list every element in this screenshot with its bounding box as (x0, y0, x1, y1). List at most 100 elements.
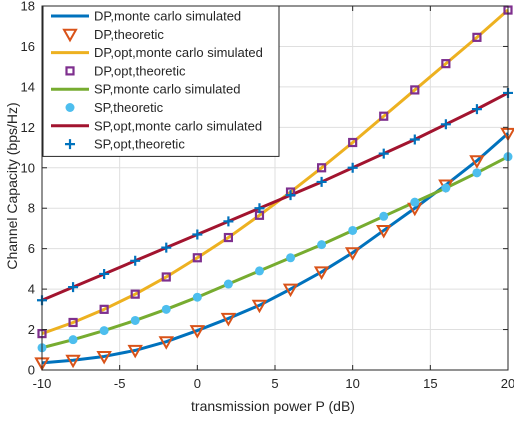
y-tick-label: 4 (28, 282, 35, 297)
y-tick-label: 18 (21, 0, 35, 14)
data-point-marker (223, 279, 233, 289)
data-point-marker (192, 292, 202, 302)
data-point-marker (158, 336, 174, 350)
legend-label: SP,theoretic (94, 100, 164, 115)
y-axis-label: Channel Capacity (bps/Hz) (4, 102, 20, 269)
x-tick-label: 15 (423, 376, 437, 391)
legend-label: DP,theoretic (94, 27, 164, 42)
data-point-marker (286, 253, 296, 263)
data-point-marker (99, 268, 110, 279)
x-tick-label: 20 (501, 376, 514, 391)
legend-entry: DP,opt,monte carlo simulated (51, 45, 263, 60)
x-tick-label: 10 (345, 376, 359, 391)
data-point-marker (161, 242, 172, 253)
series-line (41, 8, 509, 336)
data-point-marker (68, 335, 78, 345)
data-point-marker (378, 148, 389, 159)
data-point-marker (441, 183, 451, 193)
legend-box (42, 5, 280, 157)
data-point-marker (65, 139, 75, 150)
data-point-marker (313, 266, 330, 280)
data-point-marker (376, 224, 392, 239)
y-tick-label: 12 (21, 120, 35, 135)
legend-label: DP,monte carlo simulated (94, 9, 241, 24)
legend-label: SP,opt,theoretic (94, 137, 185, 152)
y-tick-label: 2 (28, 322, 35, 337)
legend-label: SP,opt,monte carlo simulated (94, 118, 262, 133)
data-point-marker (348, 225, 358, 235)
data-point-marker (161, 304, 171, 314)
y-tick-label: 8 (28, 201, 35, 216)
data-point-marker (220, 312, 237, 327)
data-point-marker (441, 59, 451, 69)
data-point-marker (65, 103, 75, 112)
data-point-marker (127, 344, 143, 359)
data-point-marker (440, 119, 451, 130)
series-line-group (41, 91, 509, 302)
data-point-marker (409, 134, 420, 145)
data-point-marker (223, 216, 234, 227)
data-point-marker (469, 155, 485, 169)
data-point-marker (99, 304, 109, 314)
legend-entry: DP,opt,theoretic (65, 63, 186, 78)
data-point-marker (65, 354, 81, 369)
legend-entry: DP,theoretic (62, 27, 164, 43)
data-point-marker (285, 190, 296, 201)
data-point-marker (347, 162, 358, 173)
data-point-marker (130, 315, 140, 325)
data-point-marker (472, 32, 482, 42)
series-line (41, 155, 509, 350)
x-axis-label: transmission power P (dB) (191, 398, 355, 414)
data-point-marker (254, 203, 265, 214)
x-tick-label: -10 (33, 376, 52, 391)
data-point-marker (471, 104, 482, 115)
legend-label: DP,opt,theoretic (94, 63, 186, 78)
y-tick-label: 6 (28, 241, 35, 256)
data-point-marker (65, 66, 75, 76)
data-point-marker (254, 266, 264, 276)
legend-entry: SP,opt,monte carlo simulated (51, 118, 262, 133)
legend-entry: SP,opt,theoretic (65, 137, 185, 152)
y-tick-label: 10 (21, 160, 35, 175)
data-point-marker (192, 229, 203, 240)
x-tick-label: 5 (271, 376, 278, 391)
legend-label: DP,opt,monte carlo simulated (94, 45, 263, 60)
data-point-marker (99, 326, 109, 336)
data-point-marker (410, 85, 420, 95)
data-point-marker (344, 247, 361, 261)
data-point-marker (192, 253, 202, 263)
data-point-marker (348, 137, 358, 148)
x-tick-label: 0 (194, 376, 201, 391)
data-point-marker (96, 350, 112, 365)
legend: DP,monte carlo simulated DP,theoretic DP,o… (42, 5, 280, 157)
axes-layer: -10 -5 0 5 10 15 20 0 2 4 6 8 10 12 14 16 18 (21, 0, 514, 391)
data-point-marker (410, 197, 420, 207)
data-point-marker (251, 299, 268, 314)
data-point-marker (282, 283, 299, 298)
data-point-marker (317, 163, 327, 173)
data-point-marker (379, 111, 389, 121)
data-point-marker (223, 232, 233, 243)
y-tick-label: 16 (21, 39, 35, 54)
series-marker-group (37, 152, 513, 353)
series-line-group (41, 8, 509, 336)
legend-entry: SP,theoretic (65, 100, 164, 115)
data-point-marker (130, 289, 140, 299)
data-point-marker (472, 168, 482, 178)
legend-entry: SP,monte carlo simulated (51, 82, 240, 97)
series-line (41, 91, 509, 302)
data-point-marker (316, 176, 327, 187)
legend-label: SP,monte carlo simulated (94, 82, 240, 97)
legend-entry: DP,monte carlo simulated (51, 9, 241, 24)
data-point-marker (62, 28, 78, 43)
data-point-marker (317, 240, 327, 250)
y-tick-label: 0 (28, 363, 35, 378)
y-tick-label: 14 (21, 79, 35, 94)
data-point-marker (130, 255, 141, 266)
data-point-marker (379, 211, 389, 221)
x-tick-label: -5 (114, 376, 126, 391)
data-point-marker (68, 282, 79, 293)
data-point-marker (161, 272, 171, 282)
